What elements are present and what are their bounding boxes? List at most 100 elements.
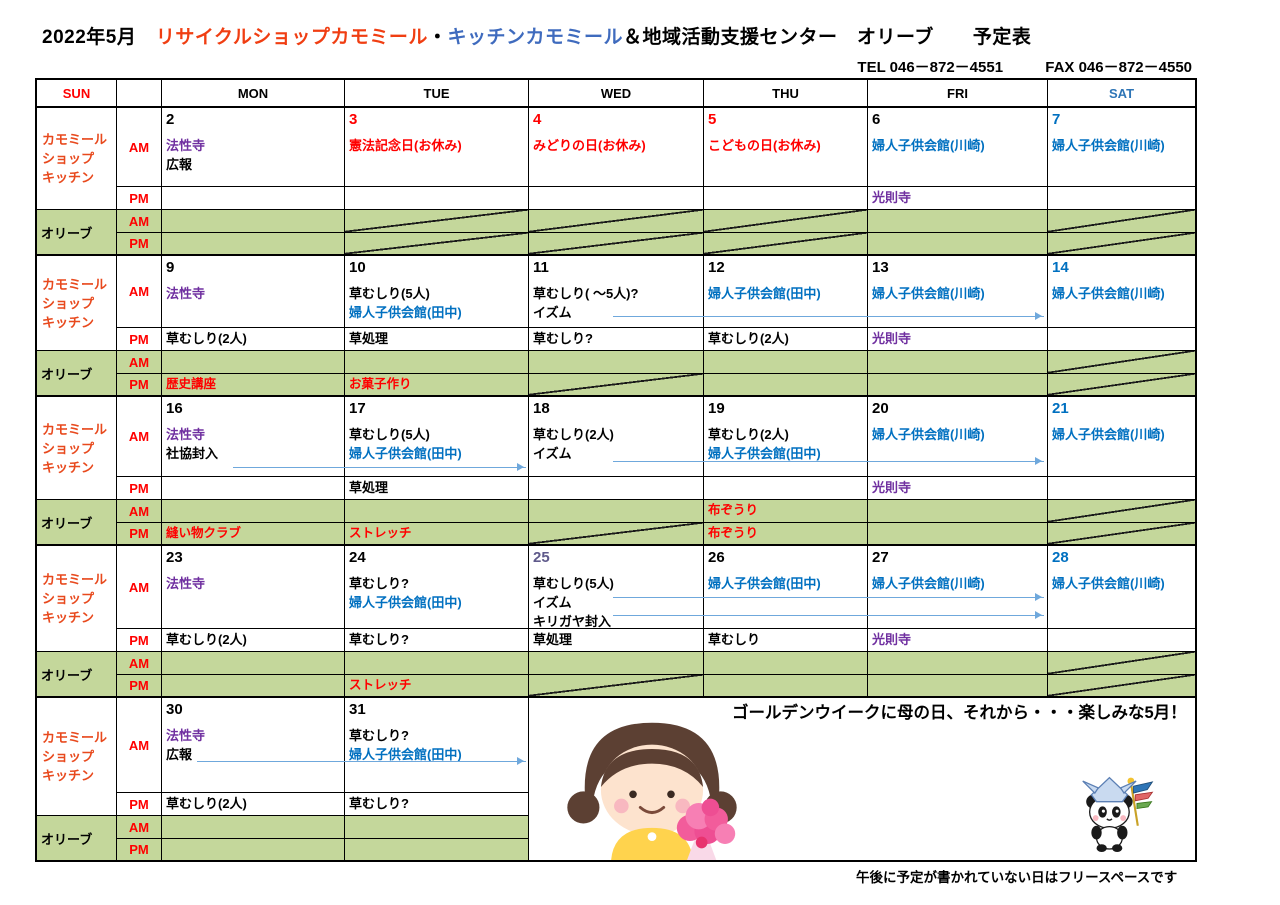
event-text: 草むしり <box>708 632 761 647</box>
event-text: 光則寺 <box>872 480 912 495</box>
day-31-am-cell: 31 草むしり? 婦人子供会館(田中) <box>345 698 529 793</box>
event-text: 婦人子供会館(田中) <box>708 286 821 301</box>
event-text: 婦人子供会館(川崎) <box>872 427 985 442</box>
event-text: 草むしり(5人) <box>349 427 430 442</box>
event-text: 草むしり(2人) <box>166 632 247 647</box>
day-12-olive-pm-cell <box>704 374 868 397</box>
day-11-am-cell: 11 草むしり( ～5人)? イズム <box>529 256 704 328</box>
month-message-panel: ゴールデンウイークに母の日、それから・・・楽しみな5月！ <box>529 698 1195 862</box>
title-recycle-shop: リサイクルショップカモミール <box>155 27 428 48</box>
pm-row-label: PM <box>117 477 162 500</box>
week-4: カモミール ショップ キッチン オリーブ AM PM AM PM 23 法性寺 草むしり(2人) 24… <box>37 546 1195 698</box>
day-4-olive-pm-cell <box>529 233 704 256</box>
day-24-olive-pm-cell: ストレッチ <box>345 675 529 698</box>
title-rest: ＆地域活動支援センター オリーブ 予定表 <box>622 27 1032 48</box>
event-text: 草むしり? <box>349 796 409 811</box>
event-text: 婦人子供会館(川崎) <box>872 286 985 301</box>
day-25-am-cell: 25 草むしり(5人) イズム キリガヤ封入 <box>529 546 704 629</box>
day-20-olive-am-cell <box>868 500 1048 523</box>
day-5-number: 5 <box>708 111 717 128</box>
day-31-number: 31 <box>349 701 366 718</box>
day-18-olive-am-cell <box>529 500 704 523</box>
am-row-label: AM <box>117 698 162 793</box>
title-dot: ・ <box>427 27 448 48</box>
olive-row-label: オリーブ <box>37 652 117 698</box>
day-24-number: 24 <box>349 549 366 566</box>
event-text: 広報 <box>166 747 193 762</box>
day-17-olive-am-cell <box>345 500 529 523</box>
chamomile-row-label: カモミール ショップ キッチン <box>37 546 117 652</box>
day-14-pm-cell <box>1048 328 1195 351</box>
day-16-pm-cell <box>162 477 345 500</box>
event-text: 法性寺 <box>166 427 206 442</box>
day-13-olive-am-cell <box>868 351 1048 374</box>
day-28-number: 28 <box>1052 549 1069 566</box>
day-11-olive-pm-cell <box>529 374 704 397</box>
event-text: 婦人子供会館(田中) <box>349 595 462 610</box>
schedule-continuation-arrow <box>613 593 1044 601</box>
olive-row-label: オリーブ <box>37 816 117 862</box>
day-2-am-cell: 2 法性寺 広報 <box>162 108 345 187</box>
day-30-olive-pm-cell <box>162 839 345 862</box>
am-row-label: AM <box>117 256 162 328</box>
day-17-olive-pm-cell: ストレッチ <box>345 523 529 546</box>
day-3-number: 3 <box>349 111 358 128</box>
day-23-olive-pm-cell <box>162 675 345 698</box>
day-21-olive-pm-cell <box>1048 523 1195 546</box>
girl-with-bouquet-image <box>563 714 741 860</box>
day-5-am-cell: 5 こどもの日(お休み) <box>704 108 868 187</box>
header-SAT: SAT <box>1048 80 1195 108</box>
day-26-number: 26 <box>708 549 725 566</box>
day-28-olive-pm-cell <box>1048 675 1195 698</box>
schedule-continuation-arrow <box>613 611 1044 619</box>
event-text: 婦人子供会館(川崎) <box>872 576 985 591</box>
event-text: 草むしり(2人) <box>166 331 247 346</box>
olive-row-label: オリーブ <box>37 210 117 256</box>
day-5-olive-am-cell <box>704 210 868 233</box>
day-4-olive-am-cell <box>529 210 704 233</box>
day-19-olive-am-cell: 布ぞうり <box>704 500 868 523</box>
day-6-number: 6 <box>872 111 881 128</box>
event-text: 光則寺 <box>872 190 912 205</box>
event-text: 光則寺 <box>872 331 912 346</box>
day-12-pm-cell: 草むしり(2人) <box>704 328 868 351</box>
day-21-am-cell: 21 婦人子供会館(川崎) <box>1048 397 1195 477</box>
day-20-pm-cell: 光則寺 <box>868 477 1048 500</box>
event-text: 草処理 <box>533 632 573 647</box>
day-9-pm-cell: 草むしり(2人) <box>162 328 345 351</box>
day-21-number: 21 <box>1052 400 1069 417</box>
day-11-number: 11 <box>533 259 549 276</box>
event-text: 婦人子供会館(田中) <box>349 446 462 461</box>
day-13-pm-cell: 光則寺 <box>868 328 1048 351</box>
event-text: 光則寺 <box>872 632 912 647</box>
pm-row-label: PM <box>117 523 162 546</box>
pm-row-label: PM <box>117 675 162 698</box>
title-kitchen: キッチンカモミール <box>447 27 623 48</box>
am-row-label: AM <box>117 546 162 629</box>
day-4-pm-cell <box>529 187 704 210</box>
day-7-pm-cell <box>1048 187 1195 210</box>
header-TUE: TUE <box>345 80 529 108</box>
day-7-am-cell: 7 婦人子供会館(川崎) <box>1048 108 1195 187</box>
day-14-olive-pm-cell <box>1048 374 1195 397</box>
day-2-olive-am-cell <box>162 210 345 233</box>
chamomile-row-label: カモミール ショップ キッチン <box>37 698 117 816</box>
pm-row-label: PM <box>117 629 162 652</box>
day-18-olive-pm-cell <box>529 523 704 546</box>
day-19-pm-cell <box>704 477 868 500</box>
header-MON: MON <box>162 80 345 108</box>
day-3-olive-pm-cell <box>345 233 529 256</box>
day-25-pm-cell: 草処理 <box>529 629 704 652</box>
day-27-am-cell: 27 婦人子供会館(川崎) <box>868 546 1048 629</box>
olive-row-label: オリーブ <box>37 500 117 546</box>
event-text: 婦人子供会館(川崎) <box>872 138 985 153</box>
title-date: 2022年5月 <box>42 27 137 48</box>
event-text: イズム <box>533 305 572 320</box>
day-4-number: 4 <box>533 111 542 128</box>
day-18-pm-cell <box>529 477 704 500</box>
pm-row-label: PM <box>117 793 162 816</box>
day-18-am-cell: 18 草むしり(2人) イズム <box>529 397 704 477</box>
day-12-am-cell: 12 婦人子供会館(田中) <box>704 256 868 328</box>
am-row-label: AM <box>117 351 162 374</box>
contact-line: TEL 046－872－4551 FAX 046－872－4550 <box>857 56 1192 77</box>
